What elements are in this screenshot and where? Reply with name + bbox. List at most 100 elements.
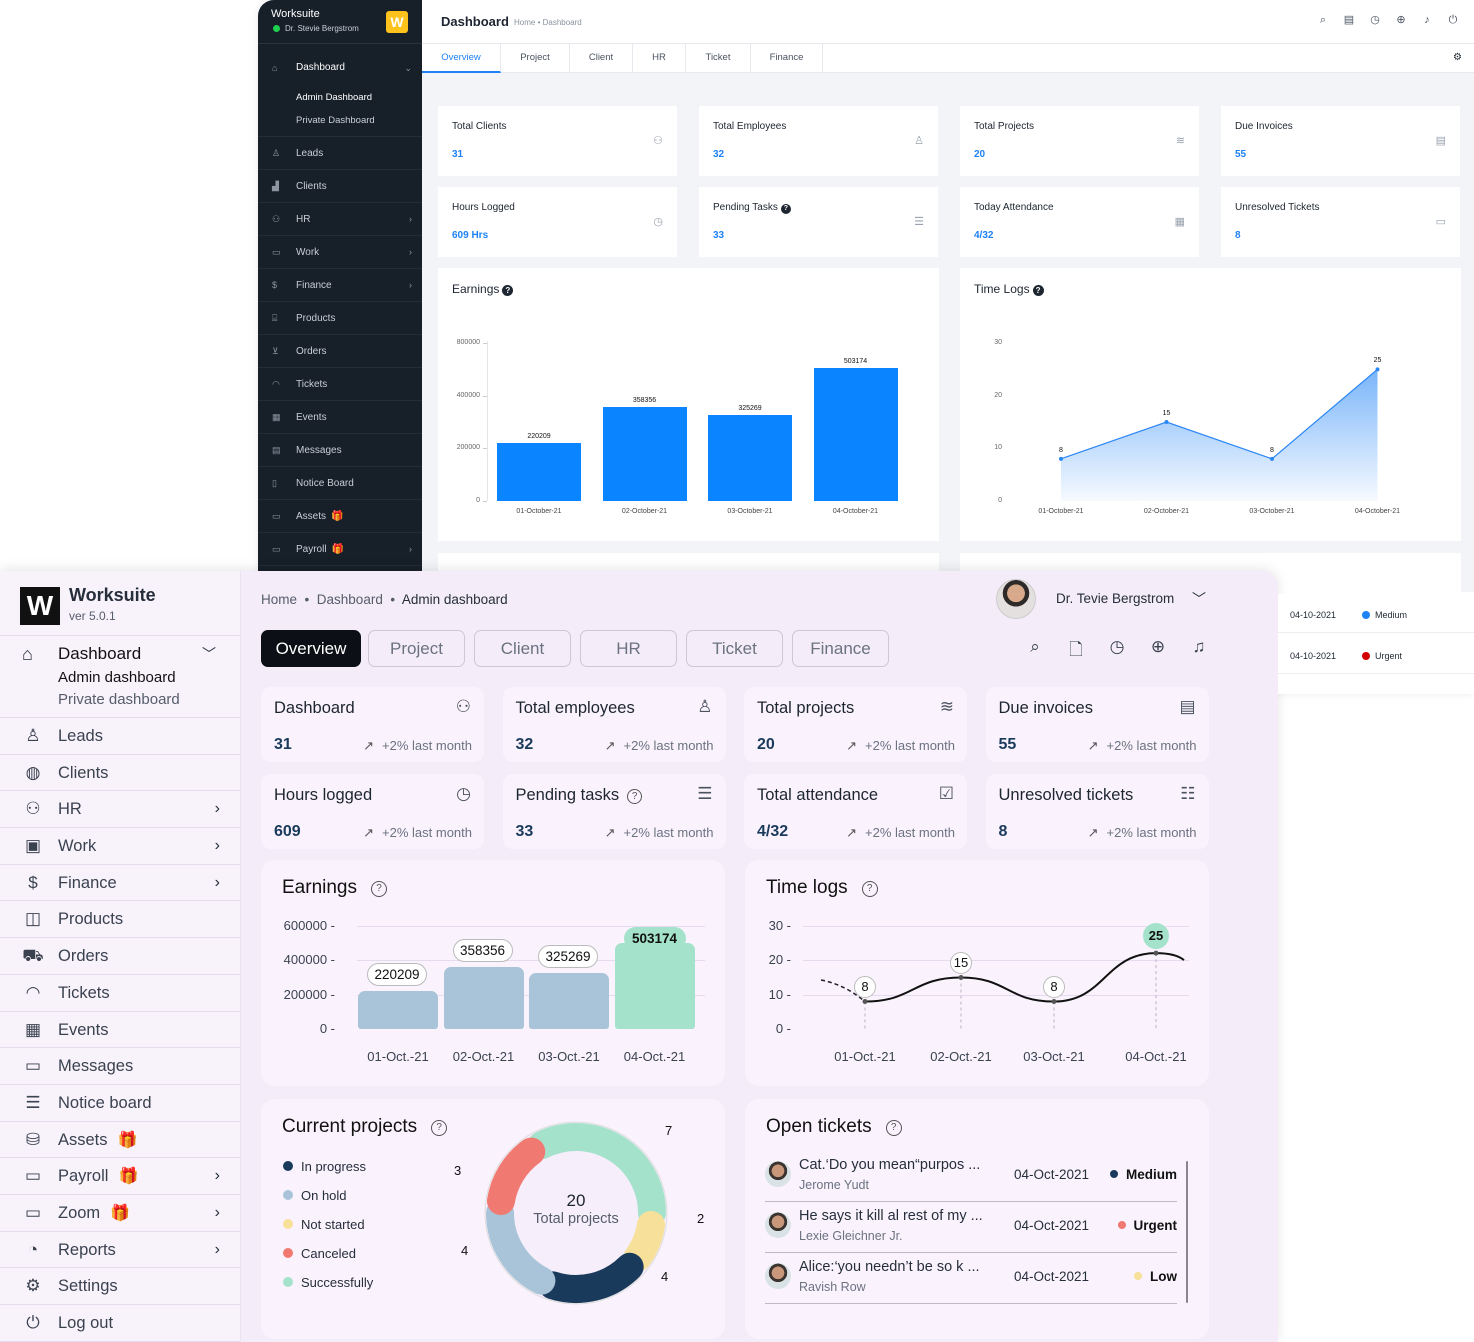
- sidebar-item-payroll[interactable]: ▭ Payroll 🎁 ›: [0, 1158, 240, 1195]
- tab-overview[interactable]: Overview: [261, 630, 361, 667]
- stat-card-unresolved-tickets[interactable]: Unresolved tickets 8 ☷ ↗ +2% last month: [985, 774, 1209, 849]
- old-ticket-row[interactable]: 04-10-2021 Medium: [1278, 610, 1474, 633]
- sidebar-sub-admin-dashboard[interactable]: Admin dashboard: [58, 669, 176, 686]
- sidebar-item-hr[interactable]: ⚇ HR ›: [0, 791, 240, 829]
- stat-card-total-projects[interactable]: Total projects 20 ≋ ↗ +2% last month: [744, 687, 967, 762]
- user-menu[interactable]: Dr. Tevie Bergstrom ﹀: [996, 579, 1216, 621]
- old-sidebar-item-tickets[interactable]: ◠ Tickets: [258, 368, 422, 401]
- gear-icon[interactable]: ⚙: [1453, 52, 1462, 63]
- stat-card-hours-logged[interactable]: Hours logged 609 ◷ ↗ +2% last month: [261, 774, 484, 849]
- old-sidebar-item-clients[interactable]: ▟ Clients: [258, 170, 422, 203]
- tab-finance[interactable]: Finance: [792, 630, 889, 667]
- ticket-subject[interactable]: Alice:‘you needn’t be so k ...: [799, 1259, 980, 1275]
- sidebar-item-dashboard: ⌂ Dashboard ﹀ Admin dashboard Private da…: [0, 636, 240, 718]
- clock-icon[interactable]: ◷: [1370, 14, 1380, 26]
- add-icon[interactable]: ⊕: [1150, 637, 1166, 656]
- old-tab-hr[interactable]: HR: [633, 44, 686, 73]
- old-sidebar-sub-admin[interactable]: Admin Dashboard: [296, 92, 373, 103]
- chevron-down-icon: ﹀: [1192, 591, 1206, 607]
- old-sidebar-item-events[interactable]: ▦ Events: [258, 401, 422, 434]
- chevron-down-icon[interactable]: ﹀: [202, 646, 216, 662]
- help-icon[interactable]: ?: [780, 204, 791, 214]
- stat-card-total-attendance[interactable]: Total attendance 4/32 ☑ ↗ +2% last month: [744, 774, 967, 849]
- hr-icon: ⚇: [272, 214, 281, 224]
- help-icon[interactable]: ?: [1032, 285, 1044, 296]
- sidebar-item-products[interactable]: ◫ Products: [0, 901, 240, 939]
- help-icon[interactable]: ?: [431, 1120, 448, 1136]
- clock-icon[interactable]: ◷: [1109, 637, 1125, 656]
- stat-card-total-employees[interactable]: Total employees 32 ♙ ↗ +2% last month: [502, 687, 726, 762]
- old-tab-ticket[interactable]: Ticket: [686, 44, 751, 73]
- stat-card-pending-tasks[interactable]: Pending tasks? 33 ☰ ↗ +2% last month: [502, 774, 726, 849]
- search-icon[interactable]: ⌕: [1030, 637, 1040, 656]
- old-sidebar-item-dashboard[interactable]: ⌂ Dashboard ⌄: [258, 50, 422, 86]
- ticket-subject[interactable]: Cat.‘Do you mean“purpos ...: [799, 1157, 981, 1173]
- old-sidebar-item-messages[interactable]: ▤ Messages: [258, 434, 422, 467]
- ticket-row[interactable]: Cat.‘Do you mean“purpos ... Jerome Yudt 04…: [765, 1151, 1177, 1202]
- scrollbar[interactable]: [1186, 1161, 1188, 1303]
- stat-card-due-invoices[interactable]: Due invoices 55 ▤ ↗ +2% last month: [985, 687, 1209, 762]
- old-tab-finance[interactable]: Finance: [751, 44, 823, 73]
- ticket-subject[interactable]: He says it kill al rest of my ...: [799, 1208, 983, 1224]
- bell-icon[interactable]: ♪: [1424, 14, 1430, 26]
- help-icon[interactable]: ?: [502, 285, 514, 296]
- sidebar-dashboard-label[interactable]: Dashboard: [58, 644, 142, 663]
- help-icon[interactable]: ?: [371, 881, 387, 897]
- old-sidebar-item-orders[interactable]: ⊻ Orders: [258, 335, 422, 368]
- old-sidebar-item-products[interactable]: ⌸ Products: [258, 302, 422, 335]
- tab-hr[interactable]: HR: [580, 630, 677, 667]
- sidebar-item-orders[interactable]: ⛟ Orders: [0, 938, 240, 975]
- sidebar-item-notice-board[interactable]: ☰ Notice board: [0, 1085, 240, 1122]
- sticky-note-icon[interactable]: ▤: [1343, 14, 1355, 26]
- sidebar-item-reports[interactable]: ◔ Reports ›: [0, 1232, 240, 1269]
- old-tab-overview[interactable]: Overview: [422, 44, 501, 73]
- sidebar-item-log-out[interactable]: ⏻ Log out: [0, 1305, 240, 1342]
- sidebar-item-settings[interactable]: ⚙ Settings: [0, 1268, 240, 1305]
- old-tab-client[interactable]: Client: [570, 44, 633, 73]
- old-sidebar-item-work[interactable]: ▭ Work ›: [258, 236, 422, 269]
- old-sidebar-sub-private[interactable]: Private Dashboard: [258, 109, 422, 137]
- old-sidebar-item-leads[interactable]: ♙ Leads: [258, 137, 422, 170]
- sidebar-item-clients[interactable]: ◍ Clients: [0, 755, 240, 792]
- help-icon[interactable]: ?: [627, 789, 643, 804]
- tab-project[interactable]: Project: [368, 630, 465, 667]
- old-sidebar-item-assets[interactable]: ▭ Assets 🎁: [258, 500, 422, 533]
- old-sidebar-item-payroll[interactable]: ▭ Payroll 🎁 ›: [258, 533, 422, 566]
- old-sidebar-item-finance[interactable]: $ Finance ›: [258, 269, 422, 302]
- stat-card-trend-text: +2% last month: [865, 825, 955, 840]
- add-icon[interactable]: ⊕: [1396, 14, 1406, 26]
- breadcrumb-home[interactable]: Home: [261, 592, 298, 607]
- tab-client[interactable]: Client: [474, 630, 571, 667]
- ticket-row[interactable]: Alice:‘you needn’t be so k ... Ravish Row…: [765, 1253, 1177, 1304]
- breadcrumb-dashboard[interactable]: Dashboard: [316, 592, 383, 607]
- search-icon[interactable]: ⌕: [1319, 14, 1327, 26]
- old-sidebar-item-hr[interactable]: ⚇ HR ›: [258, 203, 422, 236]
- sidebar-item-events[interactable]: ▦ Events: [0, 1012, 240, 1049]
- tab-ticket[interactable]: Ticket: [686, 630, 783, 667]
- ticket-row[interactable]: He says it kill al rest of my ... Lexie G…: [765, 1202, 1177, 1253]
- sidebar-item-work[interactable]: ▣ Work ›: [0, 828, 240, 865]
- earnings-xtick: 03-Oct.-21: [538, 1049, 600, 1064]
- bell-icon[interactable]: ♫: [1192, 637, 1206, 656]
- stat-card-dashboard[interactable]: Dashboard 31 ⚇ ↗ +2% last month: [261, 687, 484, 762]
- sidebar-item-zoom[interactable]: ▭ Zoom 🎁 ›: [0, 1195, 240, 1232]
- old-brand[interactable]: Worksuite Dr. Stevie Bergstrom W: [258, 0, 422, 44]
- old-ticket-row[interactable]: 04-10-2021 Urgent: [1278, 651, 1474, 674]
- old-sidebar-item-notice-board[interactable]: ▯ Notice Board: [258, 467, 422, 500]
- stat-card-value: 33: [515, 823, 534, 840]
- brand[interactable]: W Worksuite ver 5.0.1: [0, 571, 240, 636]
- earnings-ytick: 600000 -: [283, 918, 335, 933]
- old-tab-project[interactable]: Project: [501, 44, 570, 73]
- sidebar-sub-private-dashboard[interactable]: Private dashboard: [58, 691, 180, 708]
- clock-icon: ◷: [653, 216, 663, 228]
- sidebar-item-leads[interactable]: ♙ Leads: [0, 718, 240, 755]
- sidebar-item-tickets[interactable]: ◠ Tickets: [0, 975, 240, 1012]
- sidebar-item-messages[interactable]: ▭ Messages: [0, 1048, 240, 1085]
- donut-slice: [527, 1123, 666, 1227]
- sidebar-item-assets[interactable]: ⛁ Assets 🎁: [0, 1122, 240, 1159]
- power-icon[interactable]: ⏻: [1448, 14, 1458, 26]
- document-icon[interactable]: 🗋: [1069, 640, 1083, 659]
- sidebar-item-finance[interactable]: $ Finance ›: [0, 865, 240, 902]
- help-icon[interactable]: ?: [885, 1120, 902, 1136]
- help-icon[interactable]: ?: [861, 881, 878, 897]
